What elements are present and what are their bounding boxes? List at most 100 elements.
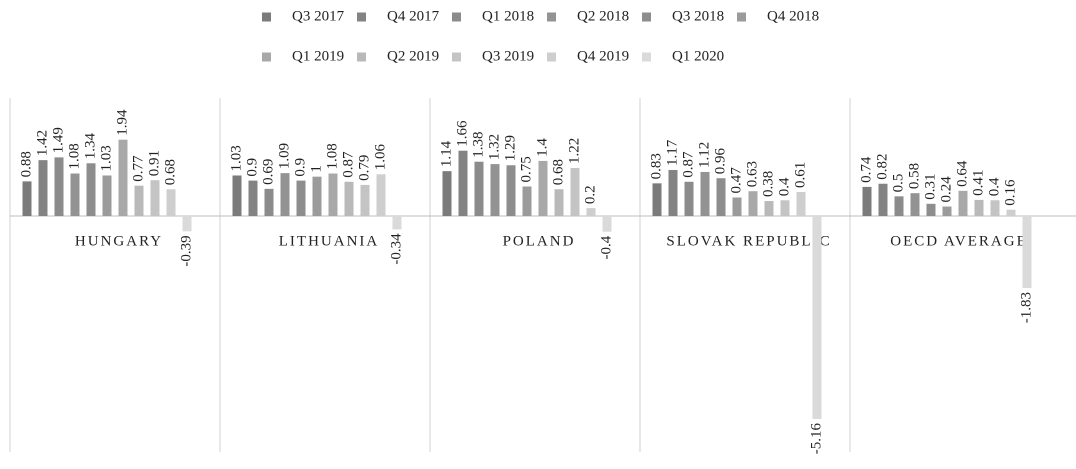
bar [344, 181, 354, 216]
bar [296, 180, 306, 216]
bar [118, 139, 128, 216]
data-label: -0.4 [598, 235, 614, 259]
data-label: 0.83 [648, 153, 664, 179]
bar [602, 216, 612, 232]
data-label: 1.17 [664, 139, 680, 166]
bar [668, 169, 678, 216]
bar [376, 174, 386, 216]
legend-swatch [642, 52, 651, 62]
data-label: 0.88 [18, 151, 34, 177]
legend-swatch [357, 12, 366, 22]
bar [490, 164, 500, 216]
bar [586, 208, 596, 216]
bar [570, 168, 580, 216]
bar [748, 191, 758, 216]
legend-label: Q3 2019 [482, 48, 534, 64]
data-label: 0.9 [292, 158, 308, 177]
bar [248, 180, 258, 216]
bar [312, 176, 322, 216]
data-label: 0.69 [260, 159, 276, 185]
bar [474, 161, 484, 216]
data-label: 0.2 [582, 185, 598, 204]
legend-swatch [642, 12, 651, 22]
data-label: 1.94 [114, 109, 130, 136]
data-label: 0.4 [776, 177, 792, 196]
data-label: 0.68 [550, 159, 566, 185]
data-label: 0.16 [1002, 179, 1018, 206]
bar [166, 189, 176, 216]
legend-label: Q4 2017 [387, 8, 440, 24]
bar [392, 216, 402, 230]
data-label: 0.74 [858, 156, 874, 183]
bar [554, 189, 564, 216]
bar [22, 181, 32, 216]
bar [54, 157, 64, 216]
bar [958, 190, 968, 216]
bar [38, 160, 48, 216]
legend-swatch [547, 12, 556, 22]
bar [780, 200, 790, 216]
data-label: 0.68 [162, 159, 178, 185]
bar [862, 186, 872, 216]
bar [684, 181, 694, 216]
bar [232, 175, 242, 216]
data-label: 0.47 [728, 167, 744, 194]
data-label: 1 [308, 165, 324, 173]
data-label: -1.83 [1018, 292, 1034, 323]
bar [280, 173, 290, 216]
legend-label: Q3 2018 [672, 8, 724, 24]
data-label: 1.66 [454, 120, 470, 147]
data-label: 0.5 [890, 174, 906, 193]
category-label: SLOVAK REPUBLIC [666, 233, 831, 249]
bar [522, 186, 532, 216]
data-label: 1.42 [34, 130, 50, 156]
legend-swatch [262, 52, 271, 62]
bar [764, 201, 774, 216]
bar [150, 180, 160, 216]
data-label: 1.38 [470, 131, 486, 157]
bar [182, 216, 192, 232]
category-label: LITHUANIA [279, 233, 379, 249]
bar [878, 183, 888, 216]
data-label: 0.31 [922, 174, 938, 200]
bar [974, 199, 984, 216]
legend-swatch [452, 12, 461, 22]
data-label: 0.79 [356, 155, 372, 181]
bar [442, 171, 452, 216]
data-label: 0.82 [874, 153, 890, 179]
legend-swatch [737, 12, 746, 22]
data-label: 1.4 [534, 138, 550, 157]
legend-label: Q4 2018 [767, 8, 819, 24]
data-label: -0.34 [388, 233, 404, 265]
bar [716, 178, 726, 216]
bar [926, 203, 936, 216]
bar [70, 173, 80, 216]
bar [102, 175, 112, 216]
bar [458, 150, 468, 216]
data-label: 0.38 [760, 171, 776, 197]
data-label: 1.22 [566, 138, 582, 164]
category-label: OECD AVERAGE [890, 233, 1027, 249]
data-label: 1.09 [276, 143, 292, 169]
legend-swatch [547, 52, 556, 62]
bar [134, 185, 144, 216]
data-label: 0.87 [680, 151, 696, 178]
bar [1006, 209, 1016, 216]
data-label: -0.39 [178, 235, 194, 266]
data-label: 0.96 [712, 147, 728, 174]
bar [812, 216, 822, 419]
data-label: 0.64 [954, 160, 970, 187]
legend-label: Q1 2020 [672, 48, 724, 64]
legend-swatch [262, 12, 271, 22]
data-label: 0.9 [244, 158, 260, 177]
legend-label: Q1 2019 [292, 48, 344, 64]
bar [328, 173, 338, 216]
data-label: 1.32 [486, 134, 502, 160]
bar [506, 165, 516, 216]
data-label: 0.58 [906, 163, 922, 189]
data-label: 0.4 [986, 177, 1002, 196]
legend-label: Q2 2019 [387, 48, 439, 64]
legend-label: Q2 2018 [577, 8, 629, 24]
